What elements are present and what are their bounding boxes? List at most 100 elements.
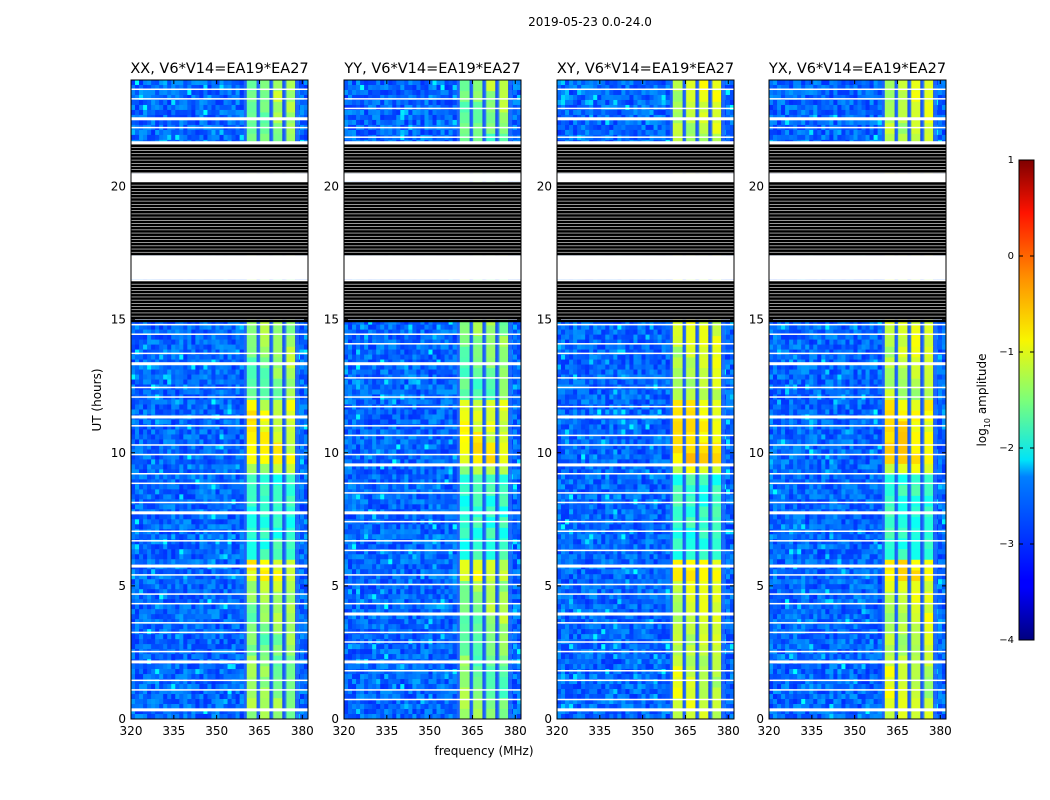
noise-cell (187, 714, 192, 720)
noise-cell (432, 104, 437, 111)
noise-cell (219, 569, 224, 575)
noise-cell (303, 639, 309, 645)
noise-cell (135, 464, 140, 470)
noise-cell (199, 664, 204, 670)
noise-cell (516, 89, 522, 96)
noise-cell (299, 89, 305, 96)
noise-cell (227, 684, 232, 690)
rfi-cell (285, 687, 296, 699)
noise-cell (219, 419, 224, 425)
noise-cell (143, 84, 148, 91)
noise-cell (235, 349, 241, 355)
noise-cell (219, 424, 224, 430)
noise-cell (155, 484, 160, 490)
noise-cell (139, 694, 144, 700)
noise-cell (199, 679, 204, 685)
noise-cell (167, 604, 172, 610)
noise-cell (380, 109, 385, 116)
noise-cell (151, 104, 156, 111)
noise-cell (299, 639, 305, 645)
noise-cell (179, 504, 184, 510)
noise-cell (223, 714, 228, 720)
noise-cell (299, 369, 305, 375)
noise-cell (131, 89, 136, 96)
noise-cell (203, 664, 208, 670)
noise-cell (163, 624, 168, 630)
noise-cell (175, 519, 180, 525)
noise-cell (143, 504, 148, 510)
noise-cell (360, 129, 365, 136)
noise-cell (163, 404, 168, 410)
noise-cell (167, 454, 172, 460)
noise-cell (163, 334, 168, 340)
noise-cell (303, 609, 309, 615)
noise-cell (512, 119, 518, 126)
noise-cell (396, 129, 401, 136)
noise-cell (191, 354, 196, 360)
noise-cell (356, 104, 361, 111)
noise-cell (207, 419, 212, 425)
noise-cell (219, 389, 224, 395)
noise-cell (179, 469, 184, 475)
noise-cell (432, 80, 437, 86)
noise-cell (139, 364, 144, 370)
noise-cell (151, 84, 156, 91)
noise-cell (199, 434, 204, 440)
noise-cell (235, 714, 241, 720)
noise-cell (199, 419, 204, 425)
noise-cell (131, 654, 136, 660)
noise-cell (195, 524, 200, 530)
noise-cell (155, 589, 160, 595)
noise-cell (215, 334, 220, 340)
noise-cell (155, 344, 160, 350)
noise-cell (211, 689, 216, 695)
noise-cell (139, 609, 144, 615)
noise-cell (207, 504, 212, 510)
noise-cell (215, 674, 220, 680)
noise-cell (135, 619, 140, 625)
noise-cell (235, 534, 241, 540)
noise-cell (207, 344, 212, 350)
noise-cell (303, 664, 309, 670)
noise-cell (179, 644, 184, 650)
noise-cell (175, 329, 180, 336)
noise-cell (223, 399, 228, 405)
noise-cell (348, 94, 353, 101)
noise-cell (219, 674, 224, 680)
noise-cell (231, 374, 236, 380)
noise-cell (203, 129, 208, 136)
noise-cell (191, 129, 196, 136)
noise-cell (179, 624, 184, 630)
stripe-line (131, 290, 308, 294)
flag-line (131, 602, 308, 605)
noise-cell (191, 119, 196, 126)
rfi-cell (272, 452, 283, 464)
noise-cell (227, 329, 232, 336)
noise-cell (211, 504, 216, 510)
noise-cell (191, 559, 196, 565)
noise-cell (211, 444, 216, 450)
noise-cell (199, 484, 204, 490)
noise-cell (211, 709, 216, 715)
noise-cell (135, 444, 140, 450)
rfi-cell (272, 623, 283, 635)
noise-cell (163, 689, 168, 695)
noise-cell (171, 134, 176, 141)
noise-cell (223, 369, 228, 375)
noise-cell (207, 424, 212, 430)
noise-cell (223, 554, 228, 560)
noise-cell (512, 84, 518, 91)
noise-cell (203, 404, 208, 410)
noise-cell (207, 439, 212, 445)
noise-cell (175, 554, 180, 560)
noise-cell (195, 624, 200, 630)
noise-cell (195, 339, 200, 345)
noise-cell (131, 554, 136, 560)
noise-cell (167, 369, 172, 375)
noise-cell (171, 389, 176, 395)
noise-cell (159, 454, 164, 460)
noise-cell (167, 694, 172, 700)
noise-cell (171, 424, 176, 430)
noise-cell (147, 714, 152, 720)
noise-cell (299, 544, 305, 550)
